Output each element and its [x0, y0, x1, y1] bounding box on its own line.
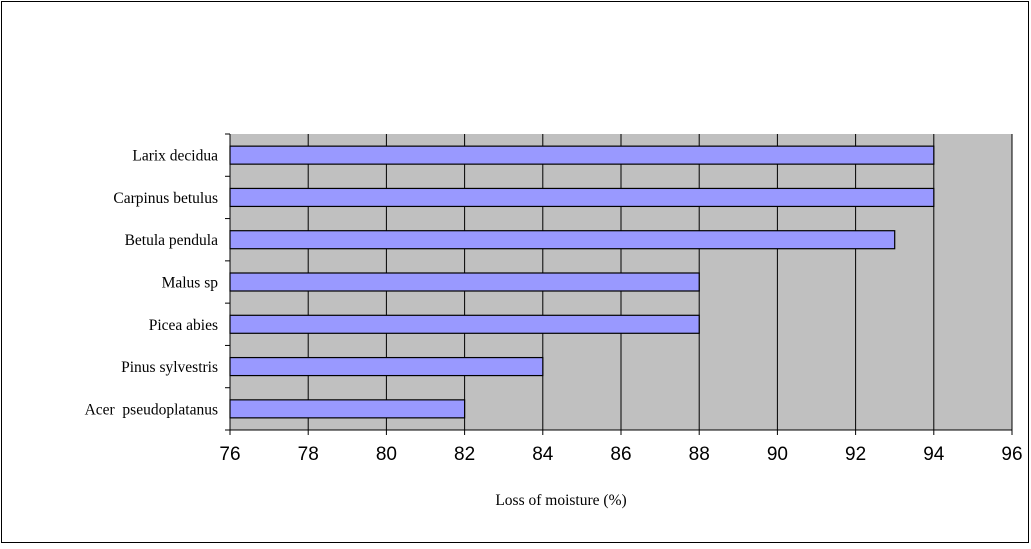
x-tick-label-82: 82 — [454, 444, 475, 465]
category-label-picea-abies: Picea abies — [149, 317, 218, 334]
bars — [229, 145, 935, 419]
bar-pinus-sylvestris — [229, 356, 544, 377]
x-tick-label-94: 94 — [923, 444, 945, 465]
x-tick-label-90: 90 — [767, 444, 788, 465]
axes — [225, 133, 1013, 435]
x-tick-label-78: 78 — [298, 444, 319, 465]
category-label-malus-sp: Malus sp — [162, 275, 219, 292]
category-label-betula-pendula: Betula pendula — [125, 232, 219, 249]
x-tick-label-92: 92 — [845, 444, 866, 465]
bar-malus-sp — [229, 272, 700, 292]
category-label-pinus-sylvestris: Pinus sylvestris — [121, 359, 218, 376]
x-tick-label-84: 84 — [532, 444, 554, 465]
x-tick-label-96: 96 — [1001, 444, 1022, 465]
x-tick-label-76: 76 — [219, 444, 240, 465]
bar-picea-abies — [229, 314, 700, 334]
labels: 76 78 80 82 84 86 88 90 92 94 96 Acer pseudoplatanu… — [85, 148, 1023, 465]
bar-larix-decidua — [229, 145, 935, 165]
x-tick-label-80: 80 — [376, 444, 397, 465]
bar-acer-pseudoplatanus — [229, 399, 466, 419]
category-label-larix-decidua: Larix decidua — [132, 148, 218, 165]
category-label-carpinus-betulus: Carpinus betulus — [113, 190, 218, 207]
bar-carpinus-betulus — [229, 187, 935, 208]
x-axis-title: Loss of moisture (%) — [495, 492, 626, 509]
bar-betula-pendula — [229, 230, 896, 250]
x-tick-label-88: 88 — [689, 444, 710, 465]
category-label-acer-pseudoplatanus: Acer pseudoplatanus — [85, 401, 218, 418]
x-tick-label-86: 86 — [610, 444, 631, 465]
